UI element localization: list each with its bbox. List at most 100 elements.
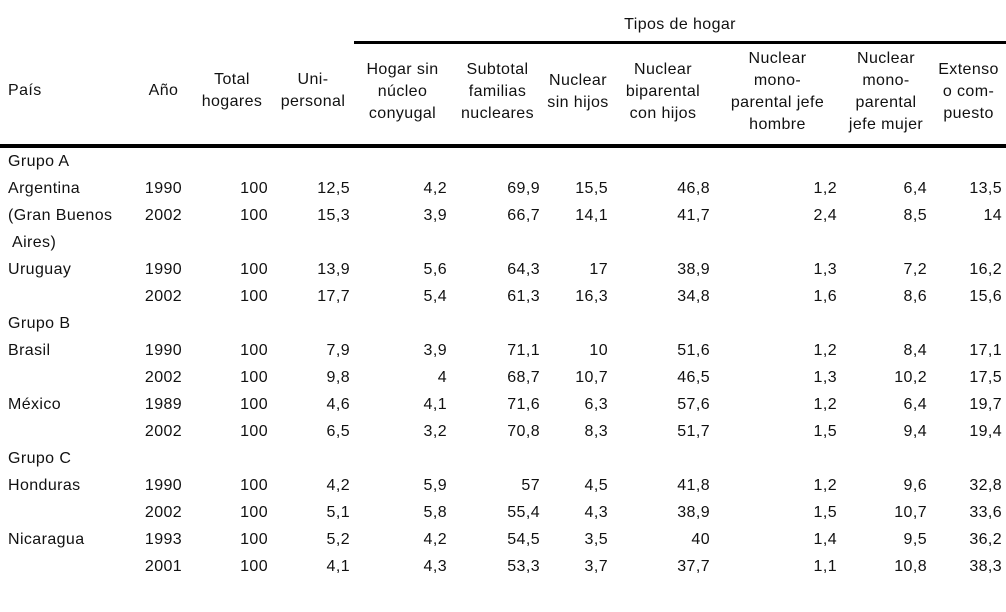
cell-nuclear_biparental_con_hijos: 51,7 — [677, 422, 710, 440]
cell-subtotal_familias_nucleares: 57 — [521, 476, 540, 494]
cell-nuclear_biparental_con_hijos: 46,8 — [677, 179, 710, 197]
cell-nuclear_monoparental_jefe_hombre: 1,5 — [813, 422, 837, 440]
cell-nuclear_sin_hijos — [544, 229, 612, 256]
cell-nuclear_monoparental_jefe_mujer: 9,4 — [903, 422, 927, 440]
table-row: Argentina 1990 100 12,5 4,2 69,9 15,5 46,8 1,2 6,… — [0, 175, 1006, 202]
group-row: Grupo B — [0, 310, 1006, 337]
column-header-unipersonal: Uni- personal — [272, 42, 354, 148]
cell-extenso_o_compuesto: 33,6 — [969, 503, 1003, 521]
table-row: (Gran Buenos 2002 100 15,3 3,9 66,7 14,1 41,7 2,… — [0, 202, 1006, 229]
cell-nuclear_biparental_con_hijos: 41,7 — [677, 206, 710, 224]
cell-nuclear_monoparental_jefe_hombre: 1,1 — [813, 557, 837, 575]
cell-unipersonal: 5,2 — [326, 530, 350, 548]
column-header-row: País Año Total hogares Uni- personal Hog… — [0, 42, 1006, 148]
cell-nuclear_monoparental_jefe_mujer — [841, 229, 931, 256]
column-header-subtotal-familias-nucleares: Subtotal familias nucleares — [451, 42, 544, 148]
cell-nuclear_sin_hijos: 6,3 — [584, 395, 608, 413]
cell-nuclear_monoparental_jefe_mujer: 9,6 — [903, 476, 927, 494]
cell-nuclear_sin_hijos: 3,7 — [584, 557, 608, 575]
cell-ano — [135, 229, 192, 256]
cell-hogar_sin_nucleo_conyugal: 5,4 — [423, 287, 447, 305]
cell-nuclear_monoparental_jefe_hombre: 1,2 — [813, 395, 837, 413]
cell-hogar_sin_nucleo_conyugal: 4,2 — [423, 530, 447, 548]
cell-subtotal_familias_nucleares: 68,7 — [507, 368, 540, 386]
cell-total_hogares: 100 — [240, 557, 268, 575]
cell-unipersonal: 5,1 — [326, 503, 350, 521]
cell-nuclear_monoparental_jefe_hombre: 2,4 — [813, 206, 837, 224]
cell-ano: 1989 — [144, 395, 183, 413]
column-header-total-hogares: Total hogares — [192, 42, 272, 148]
cell-nuclear_biparental_con_hijos: 51,6 — [677, 341, 710, 359]
group-label: Grupo C — [8, 449, 72, 467]
cell-hogar_sin_nucleo_conyugal: 5,9 — [423, 476, 447, 494]
cell-nuclear_monoparental_jefe_hombre: 1,3 — [813, 260, 837, 278]
cell-total_hogares: 100 — [240, 503, 268, 521]
cell-hogar_sin_nucleo_conyugal: 3,2 — [423, 422, 447, 440]
cell-ano: 1993 — [144, 530, 183, 548]
cell-extenso_o_compuesto: 36,2 — [969, 530, 1003, 548]
cell-nuclear_monoparental_jefe_hombre: 1,4 — [813, 530, 837, 548]
cell-total_hogares: 100 — [240, 287, 268, 305]
cell-pais: Uruguay — [8, 260, 72, 278]
cell-hogar_sin_nucleo_conyugal: 3,9 — [423, 206, 447, 224]
cell-nuclear_sin_hijos: 15,5 — [575, 179, 608, 197]
group-row: Grupo C — [0, 445, 1006, 472]
column-header-extenso-o-compuesto: Extenso o com- puesto — [931, 42, 1006, 148]
cell-unipersonal: 6,5 — [326, 422, 350, 440]
household-types-table: Tipos de hogar País Año Total hogares Un… — [0, 0, 1006, 575]
cell-nuclear_monoparental_jefe_mujer: 9,5 — [903, 530, 927, 548]
cell-total_hogares: 100 — [240, 206, 268, 224]
cell-pais: Aires) — [12, 233, 57, 251]
cell-extenso_o_compuesto: 15,6 — [969, 287, 1003, 305]
column-header-nuclear-sin-hijos: Nuclear sin hijos — [544, 42, 612, 148]
cell-nuclear_monoparental_jefe_hombre: 1,2 — [813, 179, 837, 197]
cell-subtotal_familias_nucleares: 64,3 — [507, 260, 540, 278]
cell-nuclear_sin_hijos: 17 — [589, 260, 608, 278]
cell-pais: México — [8, 395, 62, 413]
cell-subtotal_familias_nucleares: 55,4 — [507, 503, 540, 521]
cell-nuclear_monoparental_jefe_hombre: 1,2 — [813, 341, 837, 359]
cell-subtotal_familias_nucleares: 71,1 — [507, 341, 540, 359]
cell-nuclear_monoparental_jefe_mujer: 7,2 — [903, 260, 927, 278]
cell-subtotal_familias_nucleares: 54,5 — [507, 530, 540, 548]
cell-nuclear_sin_hijos: 4,3 — [584, 503, 608, 521]
cell-nuclear_monoparental_jefe_mujer: 6,4 — [903, 395, 927, 413]
cell-nuclear_monoparental_jefe_hombre: 1,5 — [813, 503, 837, 521]
cell-ano: 1990 — [144, 260, 183, 278]
table-header: Tipos de hogar País Año Total hogares Un… — [0, 0, 1006, 148]
cell-nuclear_monoparental_jefe_mujer: 8,6 — [903, 287, 927, 305]
cell-nuclear_biparental_con_hijos: 38,9 — [677, 503, 710, 521]
cell-ano: 2002 — [144, 368, 183, 386]
group-label: Grupo B — [8, 314, 71, 332]
cell-ano: 2002 — [144, 422, 183, 440]
cell-total_hogares: 100 — [240, 368, 268, 386]
cell-subtotal_familias_nucleares: 66,7 — [507, 206, 540, 224]
cell-pais: Nicaragua — [8, 530, 85, 548]
table-row: Aires) — [0, 229, 1006, 256]
cell-extenso_o_compuesto: 17,5 — [969, 368, 1003, 386]
cell-hogar_sin_nucleo_conyugal: 4,1 — [423, 395, 447, 413]
cell-unipersonal: 4,1 — [326, 557, 350, 575]
group-header-tipos-de-hogar: Tipos de hogar — [354, 0, 1006, 44]
cell-ano: 2002 — [144, 503, 183, 521]
cell-unipersonal: 17,7 — [317, 287, 350, 305]
cell-hogar_sin_nucleo_conyugal — [354, 229, 451, 256]
cell-subtotal_familias_nucleares: 71,6 — [507, 395, 540, 413]
table-row: Brasil 1990 100 7,9 3,9 71,1 10 51,6 1,2 8,4 17,1 — [0, 337, 1006, 364]
cell-unipersonal: 4,2 — [326, 476, 350, 494]
table-row: 2002 100 9,8 4 68,7 10,7 46,5 1,3 10,2 17,5 — [0, 364, 1006, 391]
cell-total_hogares — [192, 229, 272, 256]
cell-pais: Argentina — [8, 179, 81, 197]
spanning-header-spacer — [0, 0, 354, 43]
cell-ano: 1990 — [144, 341, 183, 359]
cell-hogar_sin_nucleo_conyugal: 5,6 — [423, 260, 447, 278]
table-row: Nicaragua 1993 100 5,2 4,2 54,5 3,5 40 1,4 9,5 36,… — [0, 526, 1006, 553]
cell-extenso_o_compuesto — [931, 229, 1006, 256]
table-row: Honduras 1990 100 4,2 5,9 57 4,5 41,8 1,2 9,6 32,8 — [0, 472, 1006, 499]
table-row: Uruguay 1990 100 13,9 5,6 64,3 17 38,9 1,3 7,2 16,… — [0, 256, 1006, 283]
cell-unipersonal: 15,3 — [317, 206, 350, 224]
cell-extenso_o_compuesto: 19,7 — [969, 395, 1003, 413]
cell-unipersonal: 4,6 — [326, 395, 350, 413]
cell-nuclear_monoparental_jefe_mujer: 8,4 — [903, 341, 927, 359]
